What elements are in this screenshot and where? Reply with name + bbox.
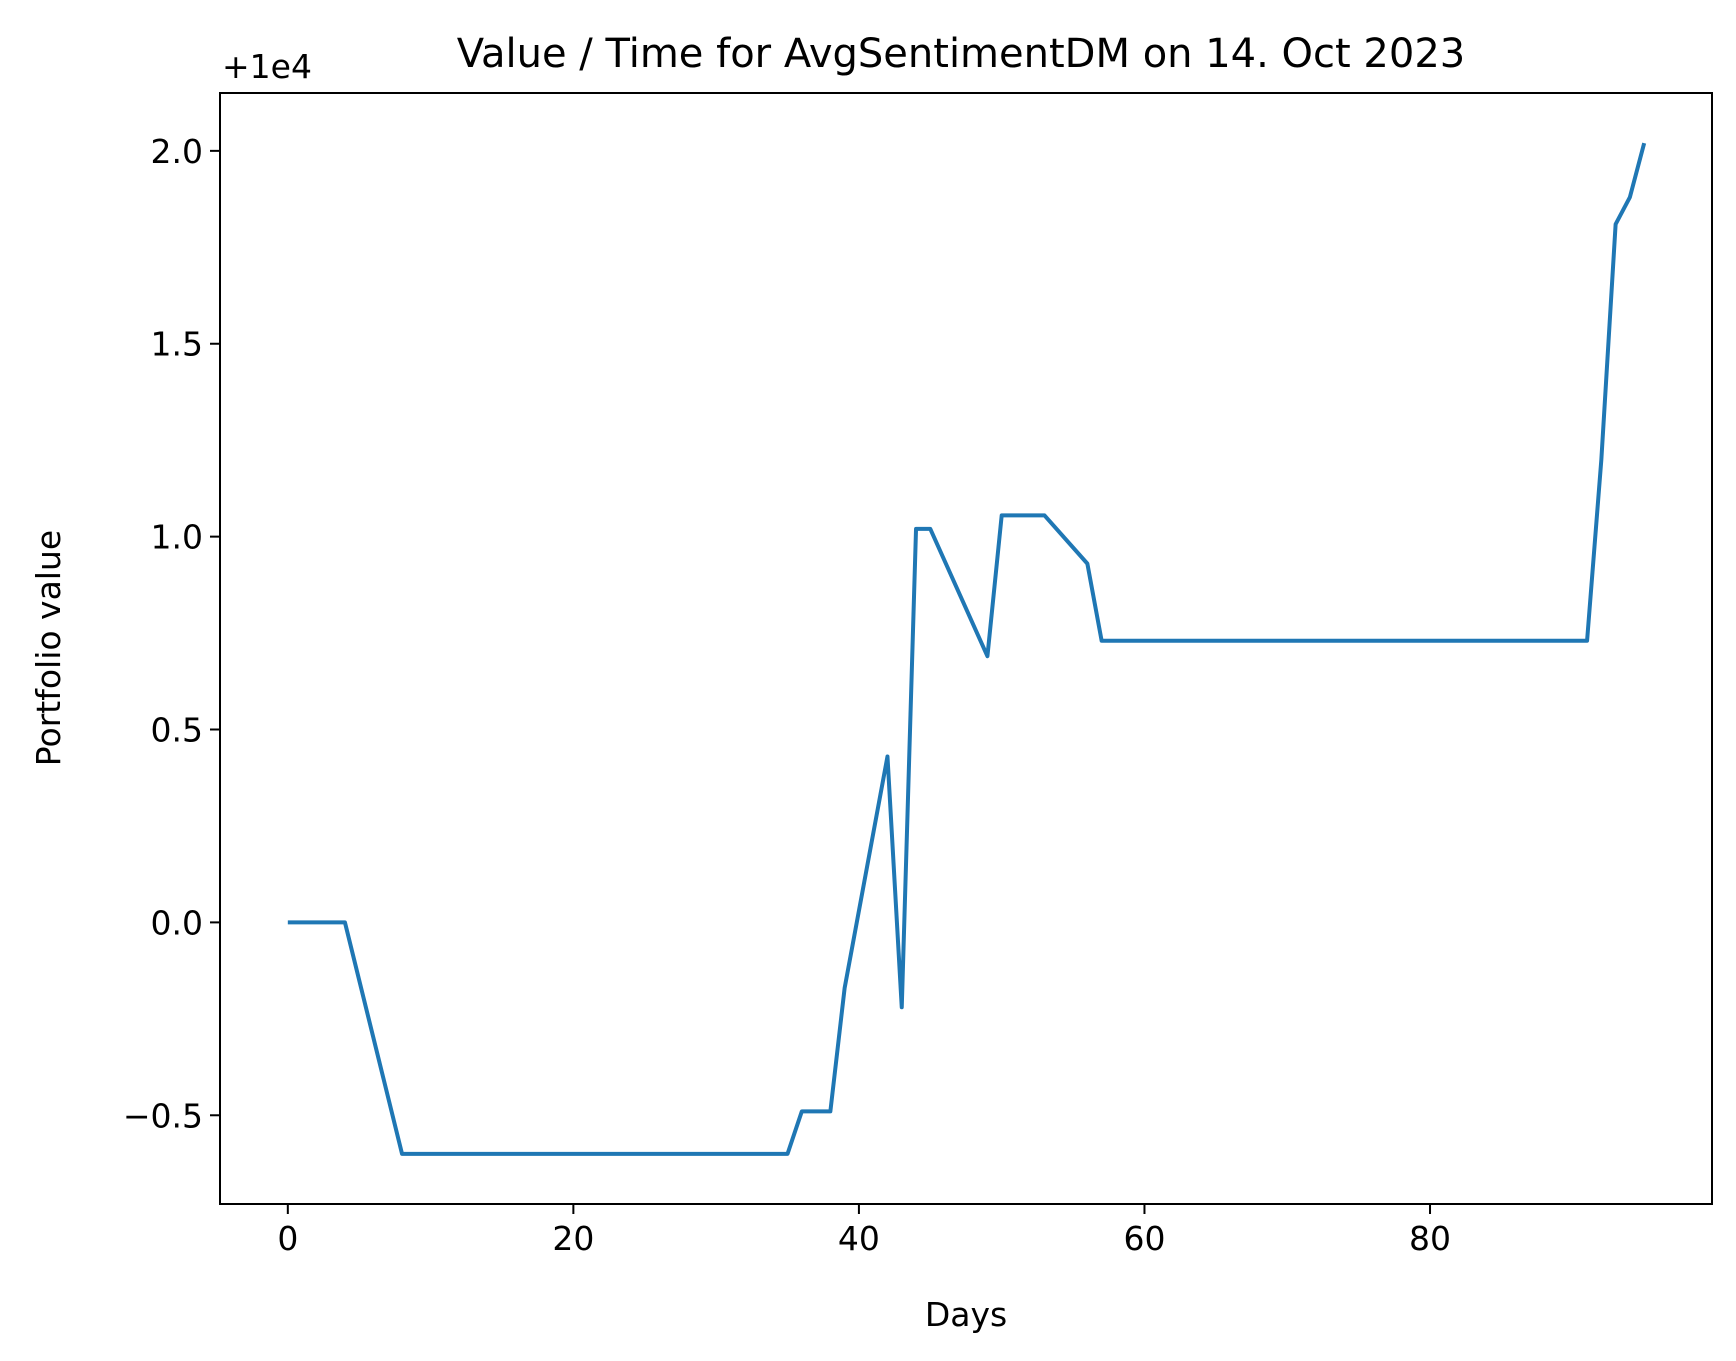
y-tick-label: 1.5 [151,325,203,364]
y-tick-label: −0.5 [123,1096,203,1135]
plot-frame [219,92,1713,1205]
y-tick-label: 0.0 [151,903,203,942]
y-tick-label: 2.0 [151,132,203,171]
y-axis-label: Portfolio value [29,530,68,766]
series-line [287,142,1647,1156]
x-tick-label: 60 [1123,1219,1165,1258]
y-axis-ticks: −0.5 0.0 0.5 1.0 1.5 2.0 [123,132,220,1135]
x-axis-label: Days [925,1295,1007,1334]
plot-area [219,92,1713,1205]
y-tick-label: 1.0 [151,518,203,557]
chart-title: Value / Time for AvgSentimentDM on 14. O… [457,31,1465,77]
x-tick-label: 20 [552,1219,594,1258]
x-axis-ticks: 0 20 40 60 80 [277,1204,1451,1258]
x-tick-label: 40 [838,1219,880,1258]
x-tick-label: 80 [1409,1219,1451,1258]
x-tick-label: 0 [277,1219,298,1258]
y-tick-label: 0.5 [151,711,203,750]
y-offset-label: +1e4 [222,47,312,86]
